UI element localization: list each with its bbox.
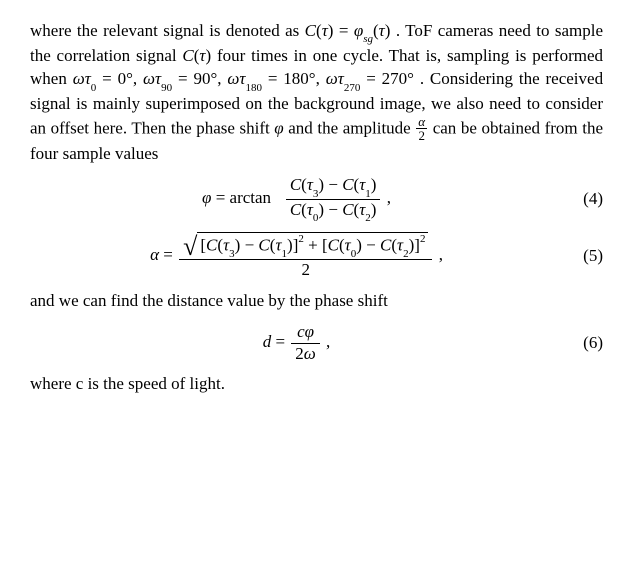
text: and the amplitude <box>288 119 415 138</box>
expr-angles: ωτ0 = 0°, ωτ90 = 90°, ωτ180 = 180°, ωτ27… <box>73 69 420 88</box>
equation-5: α = √ [C(τ3) − C(τ1)]2 + [C(τ0) − C(τ2)]… <box>30 232 603 280</box>
symbol-phi: φ <box>274 119 283 138</box>
expr-c-tau: C(τ) <box>182 46 217 65</box>
paragraph-2: and we can find the distance value by th… <box>30 290 603 313</box>
equation-6-frac: cφ 2ω <box>291 323 320 363</box>
sqrt-icon: √ <box>183 234 197 260</box>
text: where the relevant signal is denoted as <box>30 21 305 40</box>
equation-5-frac: √ [C(τ3) − C(τ1)]2 + [C(τ0) − C(τ2)]2 2 <box>179 232 432 280</box>
equation-4-frac: C(τ3) − C(τ1) C(τ0) − C(τ2) <box>286 176 381 222</box>
equation-6: d = cφ 2ω , (6) <box>30 323 603 363</box>
equation-5-body: α = √ [C(τ3) − C(τ1)]2 + [C(τ0) − C(τ2)]… <box>30 232 563 280</box>
equation-4-body: φ = arctan C(τ3) − C(τ1) C(τ0) − C(τ2) , <box>30 176 563 222</box>
paragraph-3: where c is the speed of light. <box>30 373 603 396</box>
equation-4-label: (4) <box>563 188 603 211</box>
equation-5-label: (5) <box>563 245 603 268</box>
equation-6-label: (6) <box>563 332 603 355</box>
paragraph-1: where the relevant signal is denoted as … <box>30 20 603 166</box>
sqrt: √ [C(τ3) − C(τ1)]2 + [C(τ0) − C(τ2)]2 <box>183 232 428 258</box>
expr-amp-frac: α 2 <box>416 115 427 142</box>
equation-4: φ = arctan C(τ3) − C(τ1) C(τ0) − C(τ2) ,… <box>30 176 603 222</box>
equation-6-body: d = cφ 2ω , <box>30 323 563 363</box>
expr-signal-def: C(τ) = φsg(τ) <box>305 21 396 40</box>
